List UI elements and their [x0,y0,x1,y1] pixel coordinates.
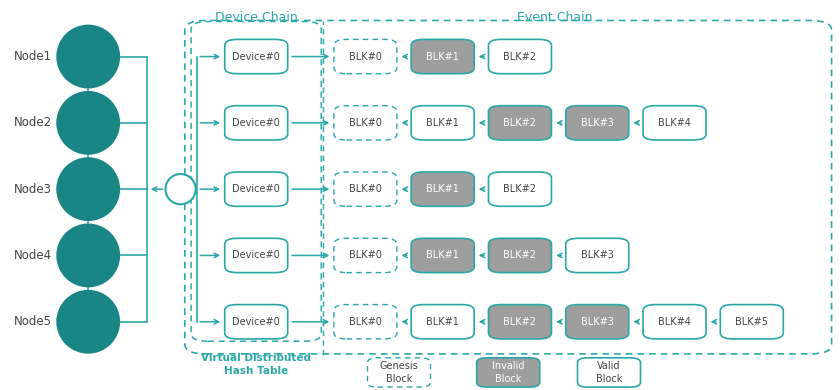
Ellipse shape [56,223,120,287]
Text: Node3: Node3 [14,183,52,196]
Text: BLK#2: BLK#2 [503,118,537,128]
FancyBboxPatch shape [334,305,397,339]
FancyBboxPatch shape [412,106,475,140]
Text: Invalid
Block: Invalid Block [492,361,524,384]
FancyBboxPatch shape [412,172,475,206]
FancyBboxPatch shape [412,238,475,273]
FancyBboxPatch shape [334,172,397,206]
Ellipse shape [56,91,120,155]
Text: Valid
Block: Valid Block [596,361,622,384]
FancyBboxPatch shape [643,305,706,339]
Ellipse shape [56,290,120,354]
Text: BLK#1: BLK#1 [426,184,459,194]
FancyBboxPatch shape [489,305,551,339]
Text: BLK#0: BLK#0 [349,118,382,128]
Text: BLK#2: BLK#2 [503,184,537,194]
Text: Device#0: Device#0 [233,184,280,194]
FancyBboxPatch shape [334,238,397,273]
Text: BLK#1: BLK#1 [426,317,459,327]
Ellipse shape [56,157,120,221]
Text: BLK#2: BLK#2 [503,317,537,327]
Text: Node4: Node4 [14,249,52,262]
Text: Device Chain: Device Chain [215,11,297,24]
FancyBboxPatch shape [225,238,288,273]
FancyBboxPatch shape [225,305,288,339]
FancyBboxPatch shape [566,305,628,339]
Ellipse shape [56,25,120,89]
Text: BLK#3: BLK#3 [580,118,614,128]
Text: BLK#2: BLK#2 [503,250,537,261]
Text: Event Chain: Event Chain [517,11,592,24]
Text: Node5: Node5 [14,315,52,328]
FancyBboxPatch shape [225,39,288,74]
Text: BLK#1: BLK#1 [426,118,459,128]
FancyBboxPatch shape [412,39,475,74]
Ellipse shape [165,174,196,204]
FancyBboxPatch shape [489,238,551,273]
FancyBboxPatch shape [225,106,288,140]
FancyBboxPatch shape [368,358,430,387]
Text: Node2: Node2 [14,116,52,129]
Text: BLK#1: BLK#1 [426,51,459,62]
Text: BLK#0: BLK#0 [349,184,382,194]
Text: BLK#0: BLK#0 [349,51,382,62]
FancyBboxPatch shape [225,172,288,206]
Text: BLK#0: BLK#0 [349,250,382,261]
Text: Genesis
Block: Genesis Block [380,361,418,384]
FancyBboxPatch shape [192,21,321,341]
FancyBboxPatch shape [566,238,628,273]
FancyBboxPatch shape [412,305,475,339]
FancyBboxPatch shape [489,106,551,140]
Text: Device#0: Device#0 [233,317,280,327]
FancyBboxPatch shape [566,106,628,140]
Text: BLK#3: BLK#3 [580,250,614,261]
Text: Node1: Node1 [14,50,52,63]
Text: BLK#2: BLK#2 [503,51,537,62]
FancyBboxPatch shape [489,172,551,206]
FancyBboxPatch shape [185,21,832,354]
FancyBboxPatch shape [489,39,551,74]
Text: Device#0: Device#0 [233,51,280,62]
FancyBboxPatch shape [334,106,397,140]
Text: BLK#4: BLK#4 [658,317,691,327]
Text: Device#0: Device#0 [233,250,280,261]
Text: BLK#0: BLK#0 [349,317,382,327]
FancyBboxPatch shape [578,358,641,387]
Text: BLK#5: BLK#5 [735,317,769,327]
FancyBboxPatch shape [643,106,706,140]
Text: BLK#3: BLK#3 [580,317,614,327]
FancyBboxPatch shape [721,305,783,339]
FancyBboxPatch shape [477,358,539,387]
FancyBboxPatch shape [334,39,397,74]
Text: Virtual Distributed
Hash Table: Virtual Distributed Hash Table [202,353,311,376]
Text: Device#0: Device#0 [233,118,280,128]
Text: BLK#1: BLK#1 [426,250,459,261]
Text: BLK#4: BLK#4 [658,118,691,128]
